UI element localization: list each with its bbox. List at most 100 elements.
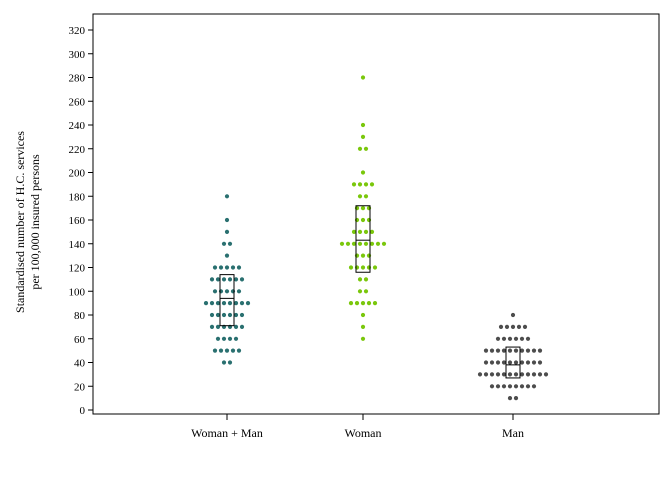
data-point (531, 360, 537, 365)
data-point (360, 324, 366, 329)
data-point (510, 324, 516, 329)
y-tick-label: 220 (69, 144, 86, 156)
y-tick-label: 60 (74, 334, 86, 346)
data-point (537, 372, 543, 377)
data-point (360, 265, 366, 270)
y-tick-label: 260 (69, 96, 86, 108)
data-point (357, 182, 363, 187)
data-point (495, 384, 501, 389)
data-point (363, 182, 369, 187)
data-point (483, 360, 489, 365)
data-point (345, 241, 351, 246)
y-tick-label: 240 (69, 120, 86, 132)
data-point (233, 277, 239, 282)
data-point (507, 396, 513, 401)
data-point (221, 336, 227, 341)
data-point (203, 301, 209, 306)
data-point (357, 241, 363, 246)
plot-frame (92, 13, 660, 415)
y-tick-label: 300 (69, 49, 86, 61)
data-point (236, 348, 242, 353)
data-point (357, 289, 363, 294)
data-point (360, 217, 366, 223)
data-point (360, 206, 366, 211)
y-tick-label: 0 (80, 405, 86, 417)
y-tick-label: 200 (69, 168, 86, 180)
y-tick-label: 180 (69, 191, 86, 203)
data-point (215, 277, 221, 282)
data-point (245, 301, 251, 306)
data-point (381, 241, 387, 246)
data-point (215, 301, 221, 306)
data-point (230, 265, 236, 270)
data-point (519, 360, 525, 365)
data-point (522, 324, 528, 329)
data-point (339, 241, 345, 246)
data-point (224, 253, 230, 258)
data-point (369, 229, 375, 234)
data-point (525, 348, 531, 353)
data-point (357, 229, 363, 234)
data-point (357, 277, 363, 282)
data-point (363, 194, 369, 199)
data-point (233, 301, 239, 306)
data-point (537, 348, 543, 353)
series-group (339, 75, 387, 341)
x-tick-label: Woman + Man (191, 426, 263, 440)
data-point (537, 360, 543, 365)
data-point (531, 384, 537, 389)
data-point (239, 277, 245, 282)
data-point (360, 122, 366, 128)
data-point (513, 348, 519, 353)
data-point (489, 360, 495, 365)
data-point (233, 312, 239, 318)
iqr-box (505, 346, 521, 379)
data-point (513, 384, 519, 389)
data-point (360, 75, 366, 80)
data-point (501, 348, 507, 353)
data-point (498, 324, 504, 329)
data-point (354, 301, 360, 306)
data-point (507, 360, 513, 365)
data-point (209, 301, 215, 306)
data-point (525, 384, 531, 389)
data-point (357, 146, 363, 151)
y-tick-label: 20 (74, 381, 86, 393)
data-point (360, 170, 366, 175)
data-point (351, 229, 357, 234)
data-point (215, 336, 221, 341)
data-point (209, 277, 215, 282)
data-point (363, 289, 369, 294)
data-point (495, 348, 501, 353)
data-point (372, 301, 378, 306)
data-point (348, 265, 354, 270)
iqr-box (355, 205, 371, 273)
y-tick-label: 160 (69, 215, 86, 227)
data-point (227, 312, 233, 318)
data-point (227, 241, 233, 246)
data-point (218, 265, 224, 270)
data-point (224, 289, 230, 294)
data-point (351, 241, 357, 246)
data-point (363, 241, 369, 246)
data-marks (203, 75, 549, 401)
y-tick-label: 40 (74, 358, 86, 370)
data-point (369, 241, 375, 246)
data-point (209, 312, 215, 318)
data-point (513, 336, 519, 341)
data-point (366, 301, 372, 306)
data-point (236, 289, 242, 294)
data-point (209, 324, 215, 329)
data-point (227, 277, 233, 282)
data-point (489, 384, 495, 389)
data-point (510, 312, 516, 318)
data-point (363, 229, 369, 234)
series-group (203, 194, 251, 365)
data-point (495, 372, 501, 377)
data-point (519, 336, 525, 341)
y-tick-label: 120 (69, 263, 86, 275)
y-tick-label: 320 (69, 25, 86, 37)
data-point (516, 324, 522, 329)
data-point (489, 348, 495, 353)
data-point (360, 253, 366, 258)
